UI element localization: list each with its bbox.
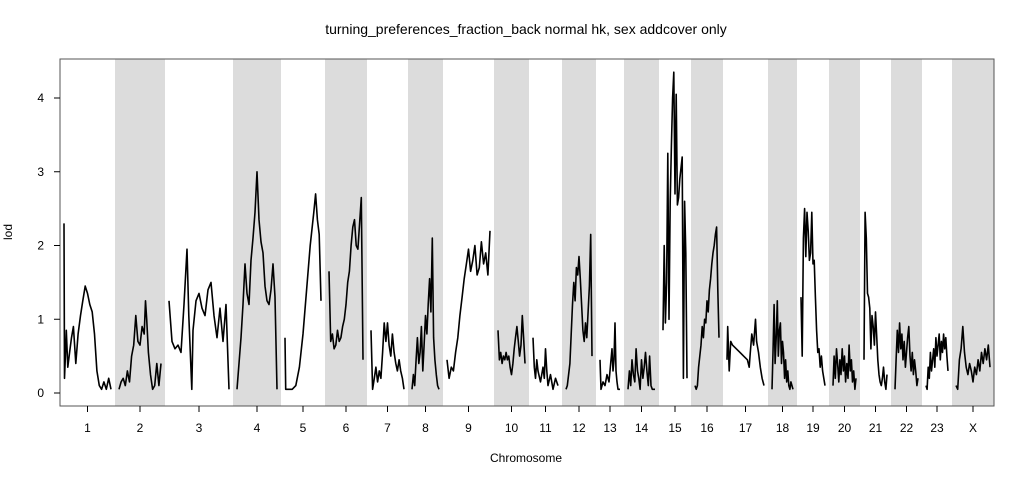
y-tick-label-0: 0 bbox=[37, 386, 44, 400]
x-tick-label-14: 14 bbox=[635, 421, 649, 435]
x-tick-label-20: 20 bbox=[838, 421, 852, 435]
lod-series bbox=[63, 71, 991, 391]
x-tick-label-10: 10 bbox=[505, 421, 519, 435]
x-tick-label-4: 4 bbox=[254, 421, 261, 435]
x-tick-label-3: 3 bbox=[196, 421, 203, 435]
x-tick-label-11: 11 bbox=[539, 421, 552, 435]
x-tick-label-21: 21 bbox=[869, 421, 883, 435]
lod-line-chr-19 bbox=[800, 207, 826, 386]
lod-line-chr-2 bbox=[118, 299, 162, 391]
chromosome-band-16 bbox=[691, 59, 723, 406]
lod-line-chr-9 bbox=[446, 230, 491, 380]
lod-line-chr-X bbox=[955, 325, 991, 391]
y-axis: 0 1 2 3 4 bbox=[37, 91, 60, 400]
chromosome-band-8 bbox=[408, 59, 443, 406]
lod-line-chr-22 bbox=[894, 322, 919, 390]
chromosome-bands bbox=[115, 59, 994, 406]
chromosome-band-14 bbox=[624, 59, 659, 406]
chart-title: turning_preferences_fraction_back normal… bbox=[325, 21, 727, 37]
x-tick-label-6: 6 bbox=[343, 421, 350, 435]
x-tick-label-15: 15 bbox=[668, 421, 682, 435]
lod-line-chr-5 bbox=[284, 193, 322, 391]
chromosome-band-6 bbox=[325, 59, 367, 406]
x-tick-label-1: 1 bbox=[84, 421, 91, 435]
x-tick-label-18: 18 bbox=[776, 421, 790, 435]
y-tick-label-4: 4 bbox=[37, 91, 44, 105]
x-tick-label-23: 23 bbox=[930, 421, 944, 435]
x-tick-label-8: 8 bbox=[422, 421, 429, 435]
x-tick-label-19: 19 bbox=[806, 421, 820, 435]
lod-line-chr-11 bbox=[532, 337, 559, 391]
lod-line-chr-15 bbox=[662, 71, 688, 380]
chromosome-band-2 bbox=[115, 59, 165, 406]
lod-line-chr-8 bbox=[411, 237, 440, 390]
x-tick-label-7: 7 bbox=[384, 421, 391, 435]
lod-line-chr-17 bbox=[726, 318, 765, 386]
x-tick-label-17: 17 bbox=[739, 421, 753, 435]
plot-frame bbox=[59, 58, 995, 407]
chromosome-band-12 bbox=[562, 59, 596, 406]
y-tick-label-3: 3 bbox=[37, 165, 44, 179]
lod-line-chr-13 bbox=[599, 322, 620, 391]
chromosome-band-X bbox=[952, 59, 994, 406]
x-tick-label-22: 22 bbox=[900, 421, 914, 435]
chromosome-band-10 bbox=[494, 59, 529, 406]
x-tick-label-9: 9 bbox=[465, 421, 472, 435]
lod-line-chr-10 bbox=[497, 314, 526, 376]
lod-line-chr-4 bbox=[236, 171, 278, 390]
chromosome-band-4 bbox=[233, 59, 281, 406]
lod-line-chr-16 bbox=[694, 226, 720, 391]
y-tick-label-2: 2 bbox=[37, 239, 44, 253]
lod-line-chr-21 bbox=[863, 211, 888, 391]
lod-line-chr-6 bbox=[328, 196, 364, 360]
lod-line-chr-23 bbox=[925, 333, 949, 391]
x-tick-label-12: 12 bbox=[572, 421, 586, 435]
lod-line-chr-12 bbox=[565, 233, 593, 390]
chromosome-band-20 bbox=[829, 59, 860, 406]
x-axis-label: Chromosome bbox=[490, 451, 562, 465]
x-axis: 1 2 3 4 5 6 7 8 9 10 11 12 13 14 15 16 17 18 19 20 21 22 23 X bbox=[84, 406, 977, 435]
lod-line-chr-7 bbox=[370, 322, 405, 391]
y-tick-label-1: 1 bbox=[37, 312, 44, 326]
lod-line-chr-1 bbox=[63, 223, 112, 391]
lod-line-chr-20 bbox=[832, 344, 857, 391]
x-tick-label-13: 13 bbox=[603, 421, 617, 435]
y-axis-label: lod bbox=[1, 224, 15, 240]
lod-line-chr-3 bbox=[168, 248, 230, 391]
x-tick-label-16: 16 bbox=[700, 421, 714, 435]
lod-line-chr-14 bbox=[627, 347, 655, 391]
x-tick-label-2: 2 bbox=[137, 421, 144, 435]
x-tick-label-X: X bbox=[969, 421, 977, 435]
x-tick-label-5: 5 bbox=[300, 421, 307, 435]
lod-line-chr-18 bbox=[771, 299, 794, 391]
